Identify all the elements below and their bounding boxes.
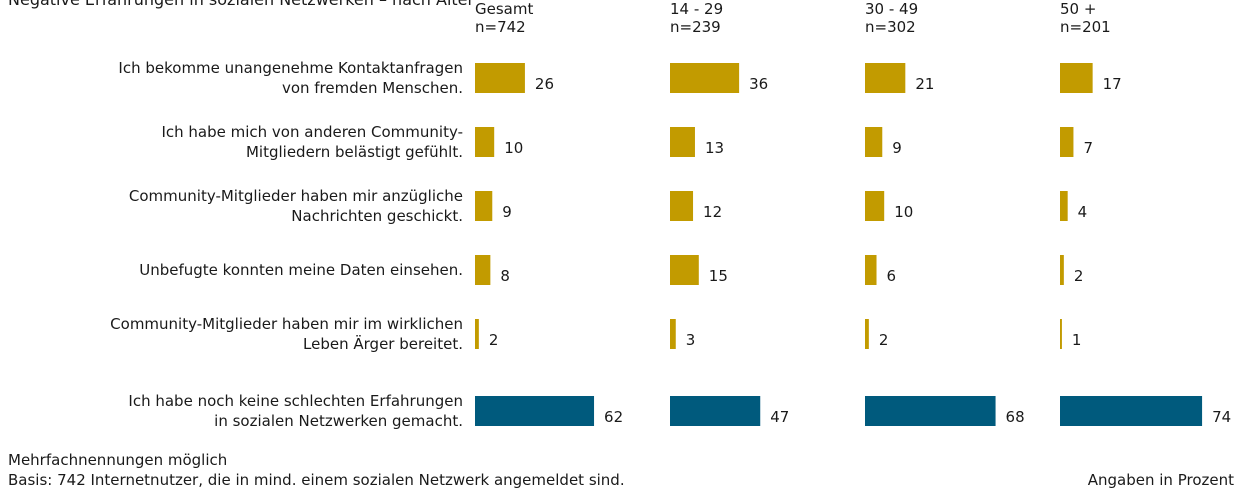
series-sample: n=742	[475, 18, 526, 36]
bar	[865, 191, 885, 221]
value-label: 2	[1074, 267, 1084, 285]
bar	[670, 191, 694, 221]
value-label: 15	[709, 267, 728, 285]
bar	[865, 396, 996, 426]
series-sample: n=239	[670, 18, 721, 36]
value-label: 9	[502, 203, 512, 221]
bar	[475, 127, 495, 157]
value-label: 10	[504, 139, 523, 157]
value-label: 2	[879, 331, 889, 349]
bar	[475, 396, 595, 426]
category-label: Ich habe noch keine schlechten Erfahrung…	[128, 392, 463, 410]
bar	[1060, 63, 1093, 93]
value-label: 17	[1103, 75, 1122, 93]
value-label: 13	[705, 139, 724, 157]
bar	[475, 319, 479, 349]
category-label: in sozialen Netzwerken gemacht.	[214, 412, 463, 430]
category-label: Unbefugte konnten meine Daten einsehen.	[139, 261, 463, 279]
series-name: 50 +	[1060, 0, 1096, 18]
value-label: 2	[489, 331, 499, 349]
value-label: 21	[915, 75, 934, 93]
bar	[475, 63, 525, 93]
bar	[1060, 127, 1074, 157]
value-label: 62	[604, 408, 623, 426]
value-label: 4	[1078, 203, 1088, 221]
value-label: 7	[1083, 139, 1093, 157]
series-name: Gesamt	[475, 0, 533, 18]
bar	[1060, 396, 1203, 426]
bar	[865, 319, 869, 349]
category-label: von fremden Menschen.	[282, 79, 463, 97]
series-sample: n=201	[1060, 18, 1111, 36]
category-label: Community-Mitglieder haben mir anzüglich…	[129, 187, 463, 205]
value-label: 9	[892, 139, 902, 157]
note: Basis: 742 Internetnutzer, die in mind. …	[8, 471, 625, 489]
category-label: Mitgliedern belästigt gefühlt.	[246, 143, 463, 161]
value-label: 47	[770, 408, 789, 426]
category-label: Ich habe mich von anderen Community-	[161, 123, 463, 141]
bar	[1060, 319, 1062, 349]
bar	[670, 255, 699, 285]
bar	[865, 63, 906, 93]
bar	[1060, 191, 1068, 221]
value-label: 68	[1006, 408, 1025, 426]
series-name: 14 - 29	[670, 0, 723, 18]
value-label: 10	[894, 203, 913, 221]
bar	[670, 319, 676, 349]
value-label: 74	[1212, 408, 1231, 426]
bar	[475, 191, 493, 221]
bar	[475, 255, 491, 285]
category-label: Community-Mitglieder haben mir im wirkli…	[110, 315, 463, 333]
series-sample: n=302	[865, 18, 916, 36]
value-label: 12	[703, 203, 722, 221]
value-label: 3	[686, 331, 696, 349]
note: Mehrfachnennungen möglich	[8, 451, 227, 469]
bar	[865, 127, 883, 157]
bar	[1060, 255, 1064, 285]
bar	[670, 396, 761, 426]
value-label: 8	[500, 267, 510, 285]
category-label: Nachrichten geschickt.	[291, 207, 463, 225]
value-label: 26	[535, 75, 554, 93]
series-name: 30 - 49	[865, 0, 918, 18]
bar	[670, 127, 695, 157]
value-label: 6	[887, 267, 897, 285]
chart-title: Negative Erfahrungen in sozialen Netzwer…	[8, 0, 475, 9]
bar	[670, 63, 740, 93]
category-label: Leben Ärger bereitet.	[303, 334, 463, 353]
category-label: Ich bekomme unangenehme Kontaktanfragen	[118, 59, 463, 77]
unit-note: Angaben in Prozent	[1088, 471, 1234, 489]
bar	[865, 255, 877, 285]
value-label: 1	[1072, 331, 1082, 349]
value-label: 36	[749, 75, 768, 93]
